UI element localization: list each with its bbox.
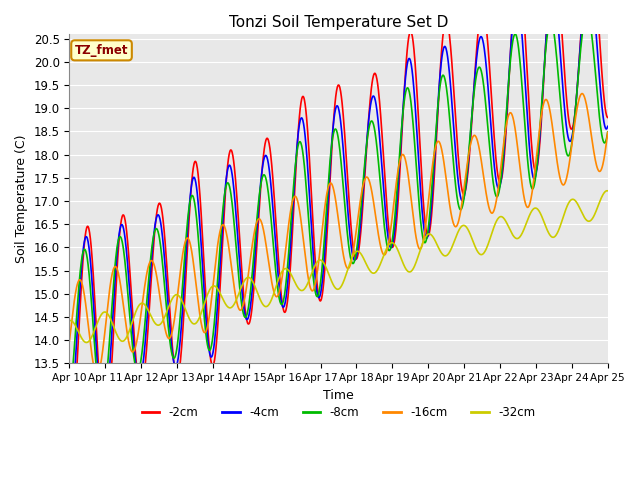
-16cm (173, 302, 180, 308)
-2cm (172, 372, 180, 378)
-4cm (604, 123, 612, 129)
-8cm (246, 295, 253, 301)
-32cm (604, 188, 612, 194)
-4cm (185, 205, 193, 211)
-2cm (65, 439, 73, 445)
Line: -32cm: -32cm (69, 191, 608, 343)
-16cm (422, 217, 430, 223)
-32cm (186, 316, 193, 322)
-2cm (604, 115, 612, 120)
X-axis label: Time: Time (323, 389, 354, 402)
Text: TZ_fmet: TZ_fmet (75, 44, 128, 57)
-16cm (93, 372, 101, 377)
-8cm (583, 11, 591, 16)
Line: -16cm: -16cm (69, 94, 608, 374)
-16cm (604, 130, 612, 135)
-32cm (65, 318, 73, 324)
-32cm (173, 292, 180, 298)
Legend: -2cm, -4cm, -8cm, -16cm, -32cm: -2cm, -4cm, -8cm, -16cm, -32cm (137, 401, 540, 423)
-32cm (493, 218, 500, 224)
-16cm (246, 261, 253, 267)
-8cm (604, 129, 612, 135)
-8cm (186, 202, 193, 207)
-8cm (493, 194, 500, 200)
Line: -8cm: -8cm (69, 13, 608, 404)
-2cm (246, 320, 253, 326)
-8cm (98, 401, 106, 407)
-2cm (422, 226, 429, 232)
-32cm (540, 219, 548, 225)
-16cm (493, 196, 500, 202)
-8cm (65, 398, 73, 404)
-32cm (83, 340, 90, 346)
-16cm (186, 238, 193, 244)
-8cm (422, 237, 430, 243)
-2cm (540, 77, 548, 83)
Line: -4cm: -4cm (69, 0, 608, 423)
-4cm (540, 72, 548, 77)
-32cm (246, 275, 253, 281)
-4cm (172, 363, 180, 369)
-32cm (604, 188, 611, 193)
-4cm (422, 235, 429, 240)
-16cm (579, 91, 586, 96)
-4cm (65, 420, 73, 426)
-4cm (246, 311, 253, 316)
Line: -2cm: -2cm (69, 0, 608, 442)
-32cm (422, 233, 430, 239)
-4cm (492, 178, 500, 184)
-16cm (65, 338, 73, 344)
Y-axis label: Soil Temperature (C): Soil Temperature (C) (15, 134, 28, 263)
-2cm (185, 216, 193, 222)
-16cm (540, 99, 548, 105)
-8cm (173, 348, 180, 354)
-2cm (492, 159, 500, 165)
-8cm (540, 66, 548, 72)
Title: Tonzi Soil Temperature Set D: Tonzi Soil Temperature Set D (229, 15, 448, 30)
